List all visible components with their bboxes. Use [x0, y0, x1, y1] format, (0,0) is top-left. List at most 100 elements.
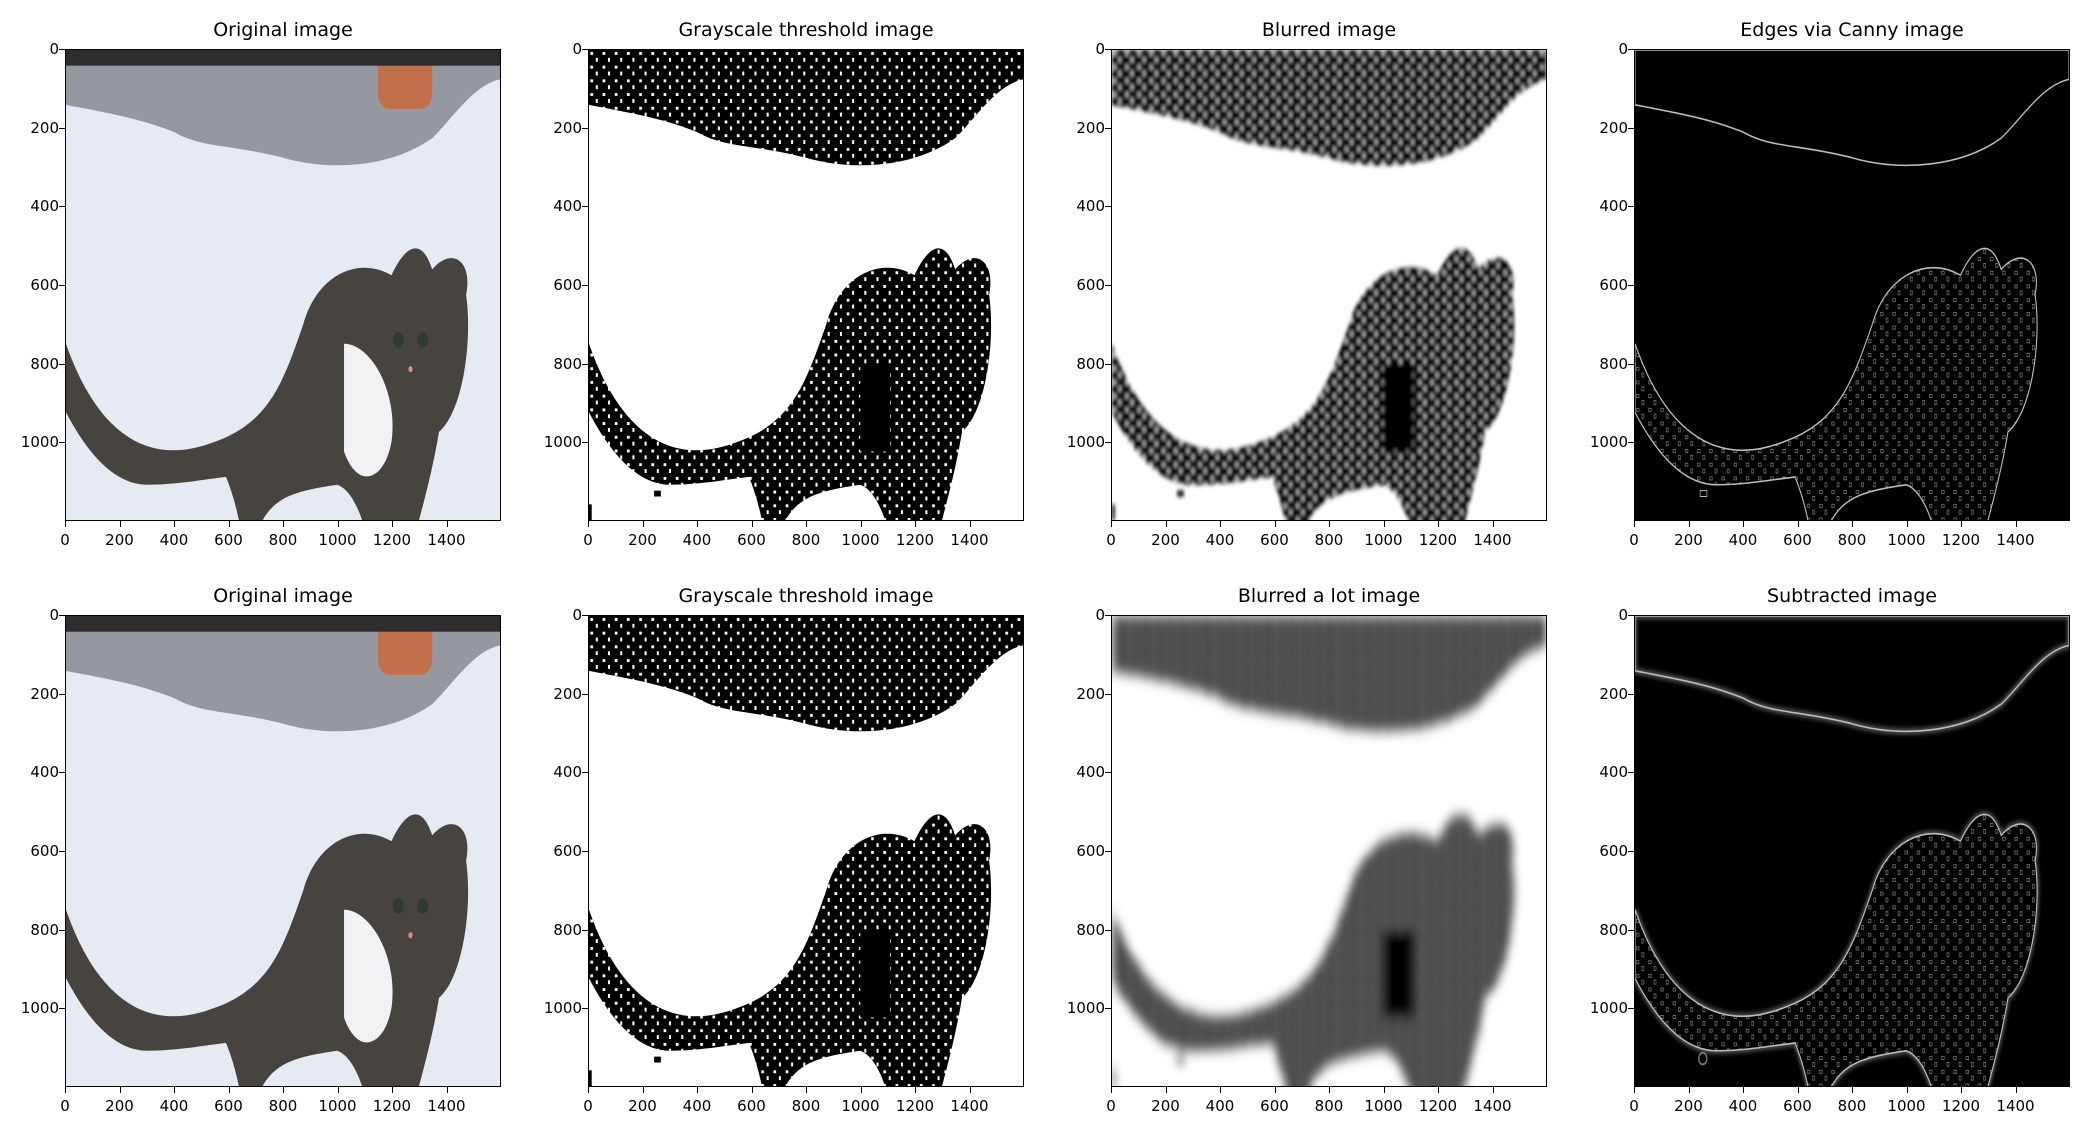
- x-tick: [969, 1087, 971, 1093]
- y-tick: [1105, 127, 1111, 129]
- x-tick: [1688, 1087, 1690, 1093]
- x-tick: [65, 1087, 66, 1093]
- x-tick: [392, 521, 393, 527]
- y-tick: [1628, 127, 1634, 129]
- y-tick: [1105, 285, 1111, 286]
- x-tick: [65, 521, 66, 527]
- y-tick-label: 0: [1095, 606, 1105, 624]
- image-area: [588, 49, 1024, 521]
- x-tick: [860, 1087, 862, 1093]
- y-tick: [1628, 1008, 1634, 1010]
- panel-title: Edges via Canny image: [1740, 19, 1964, 41]
- y-tick-label: 800: [1599, 920, 1628, 939]
- y-tick-label: 400: [1076, 197, 1105, 216]
- y-tick-label: 0: [572, 40, 582, 58]
- x-tick-label: 1400: [1996, 531, 2035, 549]
- y-tick-label: 0: [572, 606, 582, 624]
- y-tick-label: 200: [30, 118, 59, 137]
- x-tick-label: 600: [737, 1097, 766, 1115]
- y-tick-label: 400: [30, 763, 59, 782]
- y-tick: [582, 615, 588, 616]
- y-tick: [59, 1008, 65, 1010]
- x-tick-label: 400: [1205, 1097, 1235, 1115]
- x-tick: [1111, 1087, 1112, 1093]
- x-tick-label: 1400: [950, 531, 989, 549]
- panel-threshold-row1: Grayscale threshold image 0 200 400 600 800 1…: [544, 19, 1024, 549]
- panel-title: Blurred image: [1261, 19, 1397, 41]
- y-tick: [1105, 693, 1111, 695]
- x-tick-label: 1400: [950, 1097, 989, 1115]
- x-tick-label: 200: [1151, 1097, 1180, 1115]
- panel-threshold-row2: Grayscale threshold image 0 200 400 600 800 1…: [544, 585, 1024, 1115]
- panel-subtracted-row2: Subtracted image 0 200 400 600 800 1000 1200 14…: [1590, 585, 2070, 1115]
- y-tick: [582, 285, 588, 286]
- x-tick: [283, 521, 284, 527]
- y-tick: [59, 285, 65, 286]
- x-tick-label: 1200: [895, 531, 935, 549]
- x-tick: [969, 521, 971, 527]
- x-tick: [697, 521, 698, 527]
- y-tick: [59, 127, 65, 129]
- y-tick: [59, 442, 65, 444]
- y-tick-label: 400: [1599, 763, 1628, 782]
- y-tick-label: 200: [1076, 118, 1105, 137]
- image-area: [65, 49, 501, 521]
- x-tick-label: 600: [1260, 531, 1289, 549]
- x-tick: [588, 1087, 589, 1093]
- x-tick: [1688, 521, 1690, 527]
- y-tick-label: 400: [553, 763, 582, 782]
- x-tick-label: 800: [791, 531, 821, 549]
- image-area: [1111, 49, 1547, 521]
- x-tick-label: 400: [159, 531, 189, 549]
- x-tick-label: 0: [1106, 531, 1116, 549]
- x-tick: [751, 521, 753, 527]
- x-tick-label: 1200: [1941, 531, 1981, 549]
- x-tick-label: 600: [1783, 1097, 1812, 1115]
- x-tick-label: 1400: [1473, 531, 1512, 549]
- x-tick-label: 1200: [1941, 1097, 1981, 1115]
- y-tick: [582, 206, 588, 208]
- panel-title: Grayscale threshold image: [678, 585, 934, 607]
- y-tick-label: 0: [49, 40, 59, 58]
- y-tick-label: 1000: [20, 433, 59, 452]
- x-tick: [228, 521, 230, 527]
- y-tick-label: 600: [30, 276, 59, 294]
- y-tick: [1105, 363, 1111, 365]
- x-tick-label: 200: [1151, 531, 1180, 549]
- x-tick-label: 1400: [427, 531, 466, 549]
- y-tick: [59, 363, 65, 365]
- x-tick: [119, 521, 121, 527]
- x-tick: [1165, 521, 1167, 527]
- x-tick-label: 0: [1629, 531, 1639, 549]
- y-tick: [1628, 49, 1634, 50]
- y-tick: [582, 127, 588, 129]
- y-tick: [1105, 615, 1111, 616]
- y-tick: [59, 49, 65, 50]
- x-tick: [1111, 521, 1112, 527]
- y-tick-label: 200: [30, 684, 59, 703]
- y-tick-label: 800: [30, 920, 59, 939]
- x-tick-label: 200: [1674, 1097, 1703, 1115]
- y-tick-label: 800: [1076, 354, 1105, 373]
- y-tick: [1105, 1008, 1111, 1010]
- x-tick: [392, 1087, 393, 1093]
- x-tick-label: 200: [105, 1097, 134, 1115]
- x-tick: [337, 521, 339, 527]
- y-tick: [1628, 363, 1634, 365]
- y-tick: [1628, 693, 1634, 695]
- x-tick-label: 1400: [427, 1097, 466, 1115]
- x-tick-label: 600: [1783, 531, 1812, 549]
- x-tick: [1852, 1087, 1853, 1093]
- x-tick-label: 0: [583, 1097, 593, 1115]
- panel-original-row1: Original image 0 200 400 600 800 1000 1200 1400…: [21, 19, 501, 549]
- panel-original-row2: Original image 0 200 400 600 800 1000 1200 1400…: [21, 585, 501, 1115]
- y-tick-label: 0: [1095, 40, 1105, 58]
- x-tick-label: 1000: [318, 1097, 357, 1115]
- x-tick-label: 1400: [1996, 1097, 2035, 1115]
- y-tick-label: 800: [1076, 920, 1105, 939]
- x-tick: [1329, 521, 1330, 527]
- y-tick-label: 200: [1599, 684, 1628, 703]
- x-tick-label: 1400: [1473, 1097, 1512, 1115]
- x-tick-label: 1000: [1364, 531, 1403, 549]
- x-tick: [1906, 521, 1908, 527]
